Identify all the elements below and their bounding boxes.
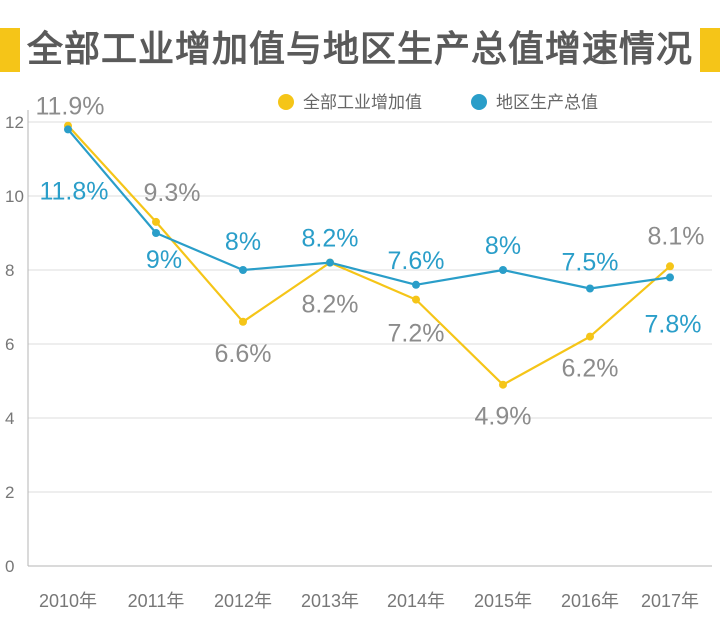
x-tick-label: 2010年: [39, 591, 97, 611]
data-point: [666, 262, 674, 271]
data-label: 7.2%: [388, 320, 445, 348]
data-label: 6.2%: [562, 355, 619, 383]
y-tick-label: 8: [5, 261, 14, 280]
data-label: 9%: [146, 246, 182, 274]
x-tick-label: 2016年: [561, 591, 619, 611]
x-tick-label: 2012年: [214, 591, 272, 611]
y-tick-label: 2: [5, 483, 14, 502]
x-tick-label: 2017年: [641, 591, 699, 611]
data-point: [152, 217, 160, 226]
x-tick-label: 2011年: [128, 591, 185, 611]
legend-marker: [471, 94, 487, 110]
data-label: 8%: [225, 228, 261, 256]
title-accent-left: [0, 28, 20, 72]
x-tick-label: 2014年: [387, 591, 445, 611]
data-label: 7.5%: [562, 249, 619, 277]
data-label: 8%: [485, 232, 521, 260]
chart-title: 全部工业增加值与地区生产总值增速情况: [26, 29, 693, 70]
y-tick-label: 6: [5, 335, 14, 354]
data-label: 7.8%: [645, 310, 702, 338]
y-tick-label: 12: [5, 113, 24, 132]
data-point: [586, 284, 594, 293]
legend-label: 全部工业增加值: [303, 93, 422, 113]
y-tick-label: 0: [5, 557, 14, 576]
data-point: [412, 280, 420, 289]
data-point: [412, 295, 420, 304]
title-accent-right: [700, 28, 720, 72]
data-label: 8.1%: [648, 222, 705, 250]
legend-label: 地区生产总值: [496, 93, 598, 113]
data-point: [239, 317, 247, 326]
data-point: [499, 266, 507, 274]
y-tick-label: 4: [5, 409, 14, 428]
data-label: 8.2%: [302, 291, 359, 319]
series-line-1: [67, 128, 671, 290]
data-label: 4.9%: [475, 403, 532, 431]
data-label: 7.6%: [388, 247, 445, 275]
y-tick-label: 10: [5, 187, 24, 206]
data-label: 11.8%: [39, 177, 108, 205]
data-label: 8.2%: [302, 225, 359, 253]
data-label: 9.3%: [144, 179, 201, 207]
x-tick-label: 2013年: [301, 591, 359, 611]
data-label: 11.9%: [35, 93, 104, 121]
data-point: [239, 266, 247, 274]
data-point: [499, 380, 507, 389]
data-point: [152, 229, 160, 237]
data-point: [64, 125, 72, 134]
data-point: [326, 258, 334, 267]
data-label: 6.6%: [215, 340, 272, 368]
legend-marker: [278, 94, 294, 110]
x-tick-label: 2015年: [474, 591, 532, 611]
data-point: [666, 273, 674, 282]
data-point: [586, 332, 594, 341]
